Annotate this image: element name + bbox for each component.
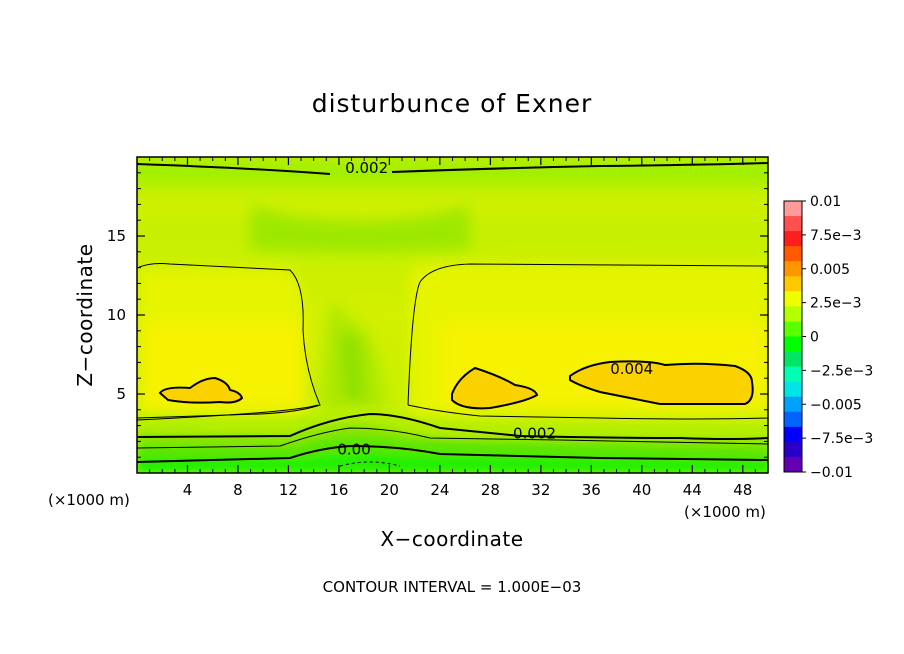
contour-lines <box>137 162 768 467</box>
colorbar-swatch <box>784 456 802 473</box>
colorbar-swatch <box>784 411 802 428</box>
colorbar-swatch <box>784 261 802 277</box>
orange-max-mid <box>451 366 539 410</box>
colorbar-swatch <box>784 381 802 398</box>
x-tick-label: 4 <box>183 481 193 499</box>
contour-field <box>137 157 768 473</box>
chart-title: disturbunce of Exner <box>312 89 593 118</box>
colorbar-swatch <box>784 441 802 458</box>
x-tick-label: 20 <box>380 481 399 499</box>
colorbar-swatch <box>784 396 802 413</box>
y-tick-label: 5 <box>116 385 126 403</box>
colorbar-swatch <box>784 351 802 368</box>
colorbar-swatch <box>784 246 802 262</box>
x-tick-label: 28 <box>481 481 500 499</box>
y-axis-title: Z−coordinate <box>73 243 97 386</box>
x-tick-label: 32 <box>531 481 550 499</box>
colorbar-swatch <box>784 201 802 217</box>
y-axis: 5 10 15 <box>107 172 768 458</box>
x-tick-label: 44 <box>683 481 702 499</box>
colorbar-swatch <box>784 426 802 443</box>
x-tick-label: 24 <box>430 481 449 499</box>
colorbar-swatch <box>784 291 802 307</box>
x-unit-left: (×1000 m) <box>48 491 130 509</box>
y-tick-label: 15 <box>107 227 126 245</box>
contour-labels: 0.002 0.004 0.002 0.00 <box>337 159 653 458</box>
x-axis-title: X−coordinate <box>380 527 523 551</box>
x-tick-label: 48 <box>733 481 752 499</box>
colorbar-swatch <box>784 336 802 353</box>
colorbar-swatch <box>784 366 802 383</box>
contour-label: 0.00 <box>337 440 370 458</box>
colorbar-label: 0.01 <box>810 194 841 210</box>
colorbar-label: −0.01 <box>810 465 853 481</box>
colorbar-swatch <box>784 321 802 337</box>
orange-max-right <box>569 360 754 405</box>
contour-interval-note: CONTOUR INTERVAL = 1.000E−03 <box>323 578 582 596</box>
colorbar-label: −2.5e−3 <box>810 363 873 379</box>
x-tick-label: 16 <box>329 481 348 499</box>
colorbar-label: −0.005 <box>810 397 862 413</box>
contour-label: 0.004 <box>610 360 653 378</box>
colorbar-label: 0.005 <box>810 262 850 278</box>
x-tick-label: 12 <box>279 481 298 499</box>
colorbar-label: 7.5e−3 <box>810 228 862 244</box>
x-axis: 4 8 12 16 20 24 28 32 36 40 44 48 <box>149 157 756 499</box>
colorbar-swatch <box>784 306 802 322</box>
contour-label: 0.002 <box>513 425 556 443</box>
x-tick-label: 36 <box>582 481 601 499</box>
y-tick-label: 10 <box>107 306 126 324</box>
colorbar-swatch <box>784 216 802 232</box>
colorbar-swatch <box>784 276 802 292</box>
x-tick-label: 40 <box>632 481 651 499</box>
colorbar-label: −7.5e−3 <box>810 431 873 447</box>
x-unit-right: (×1000 m) <box>684 503 766 521</box>
contour-label: 0.002 <box>345 159 388 177</box>
orange-max-left <box>158 376 244 404</box>
x-tick-label: 8 <box>233 481 243 499</box>
colorbar-label: 2.5e−3 <box>810 296 862 312</box>
colorbar-swatch <box>784 231 802 247</box>
colorbar: 0.01 7.5e−3 0.005 2.5e−3 0 −2.5e−3 −0.005 −7.5e… <box>783 194 873 481</box>
colorbar-label: 0 <box>810 330 819 346</box>
